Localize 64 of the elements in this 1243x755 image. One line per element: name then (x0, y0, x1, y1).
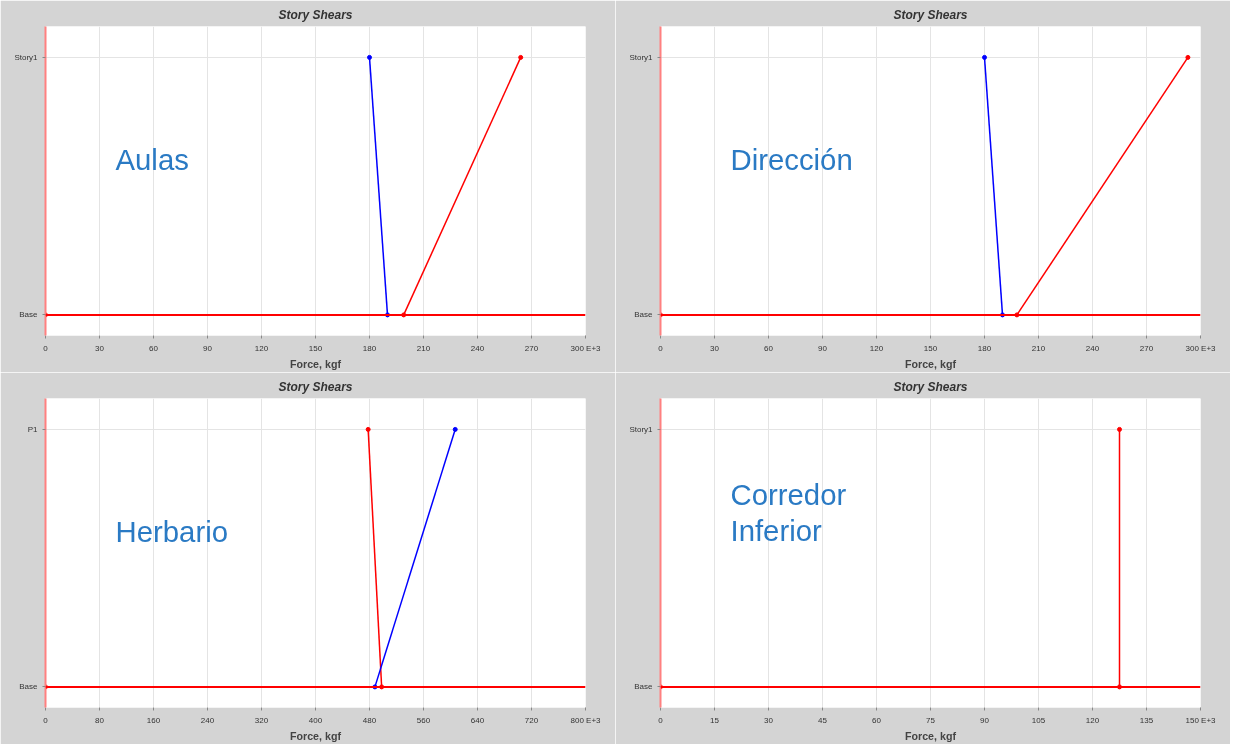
x-tick-label: 30 (764, 715, 774, 725)
y-tick-label: Base (19, 682, 39, 692)
x-tick-label: 300 E+3 (570, 343, 602, 353)
y-tick-label: Story1 (629, 424, 654, 434)
x-tick-label: 150 (923, 343, 938, 353)
x-tick-label: 560 (416, 715, 431, 725)
x-tick-label: 15 (710, 715, 720, 725)
x-axis-title: Force, kgf (290, 357, 342, 370)
x-tick-label: 0 (658, 715, 664, 725)
x-tick-label: 720 (524, 715, 539, 725)
x-tick-label: 180 (362, 343, 377, 353)
x-tick-label: 270 (524, 343, 539, 353)
x-tick-label: 120 (254, 343, 269, 353)
x-tick-label: 120 (1085, 715, 1100, 725)
chart-title: Story Shears (278, 379, 353, 394)
x-tick-label: 80 (95, 715, 105, 725)
x-tick-label: 240 (1085, 343, 1100, 353)
x-tick-label: 90 (980, 715, 990, 725)
chart-title: Story Shears (278, 7, 353, 22)
x-tick-label: 210 (416, 343, 431, 353)
y-tick-label: Story1 (14, 52, 39, 62)
y-tick-label: Base (634, 310, 654, 320)
x-tick-label: 135 (1139, 715, 1154, 725)
x-tick-label: 105 (1031, 715, 1046, 725)
x-tick-label: 30 (710, 343, 720, 353)
x-tick-label: 270 (1139, 343, 1154, 353)
y-tick-label: Base (19, 310, 39, 320)
annotation: Herbario (115, 514, 228, 548)
x-axis-title: Force, kgf (290, 729, 342, 742)
x-tick-label: 60 (872, 715, 882, 725)
annotation: Corredor Inferior (730, 478, 847, 548)
x-tick-label: 300 E+3 (1185, 343, 1217, 353)
y-tick-label: Story1 (629, 52, 654, 62)
x-axis-title: Force, kgf (905, 729, 957, 742)
x-tick-label: 150 E+3 (1185, 715, 1217, 725)
annotation: Aulas (115, 142, 189, 176)
chart-title: Story Shears (893, 379, 968, 394)
x-tick-label: 120 (869, 343, 884, 353)
x-tick-label: 150 (308, 343, 323, 353)
x-axis-title: Force, kgf (905, 357, 957, 370)
x-tick-label: 400 (308, 715, 323, 725)
x-tick-label: 45 (818, 715, 828, 725)
x-tick-label: 75 (926, 715, 936, 725)
chart-title: Story Shears (893, 7, 968, 22)
x-tick-label: 0 (658, 343, 664, 353)
y-tick-label: Base (634, 682, 654, 692)
x-tick-label: 210 (1031, 343, 1046, 353)
x-tick-label: 640 (470, 715, 485, 725)
x-tick-label: 480 (362, 715, 377, 725)
x-tick-label: 60 (149, 343, 159, 353)
x-tick-label: 800 E+3 (570, 715, 602, 725)
x-tick-label: 0 (43, 343, 49, 353)
x-tick-label: 320 (254, 715, 269, 725)
x-tick-label: 90 (203, 343, 213, 353)
annotation: Dirección (730, 142, 853, 176)
x-tick-label: 60 (764, 343, 774, 353)
x-tick-label: 240 (470, 343, 485, 353)
x-tick-label: 30 (95, 343, 105, 353)
x-tick-label: 90 (818, 343, 828, 353)
x-tick-label: 160 (146, 715, 161, 725)
x-tick-label: 0 (43, 715, 49, 725)
x-tick-label: 180 (977, 343, 992, 353)
y-tick-label: P1 (27, 424, 39, 434)
x-tick-label: 240 (200, 715, 215, 725)
